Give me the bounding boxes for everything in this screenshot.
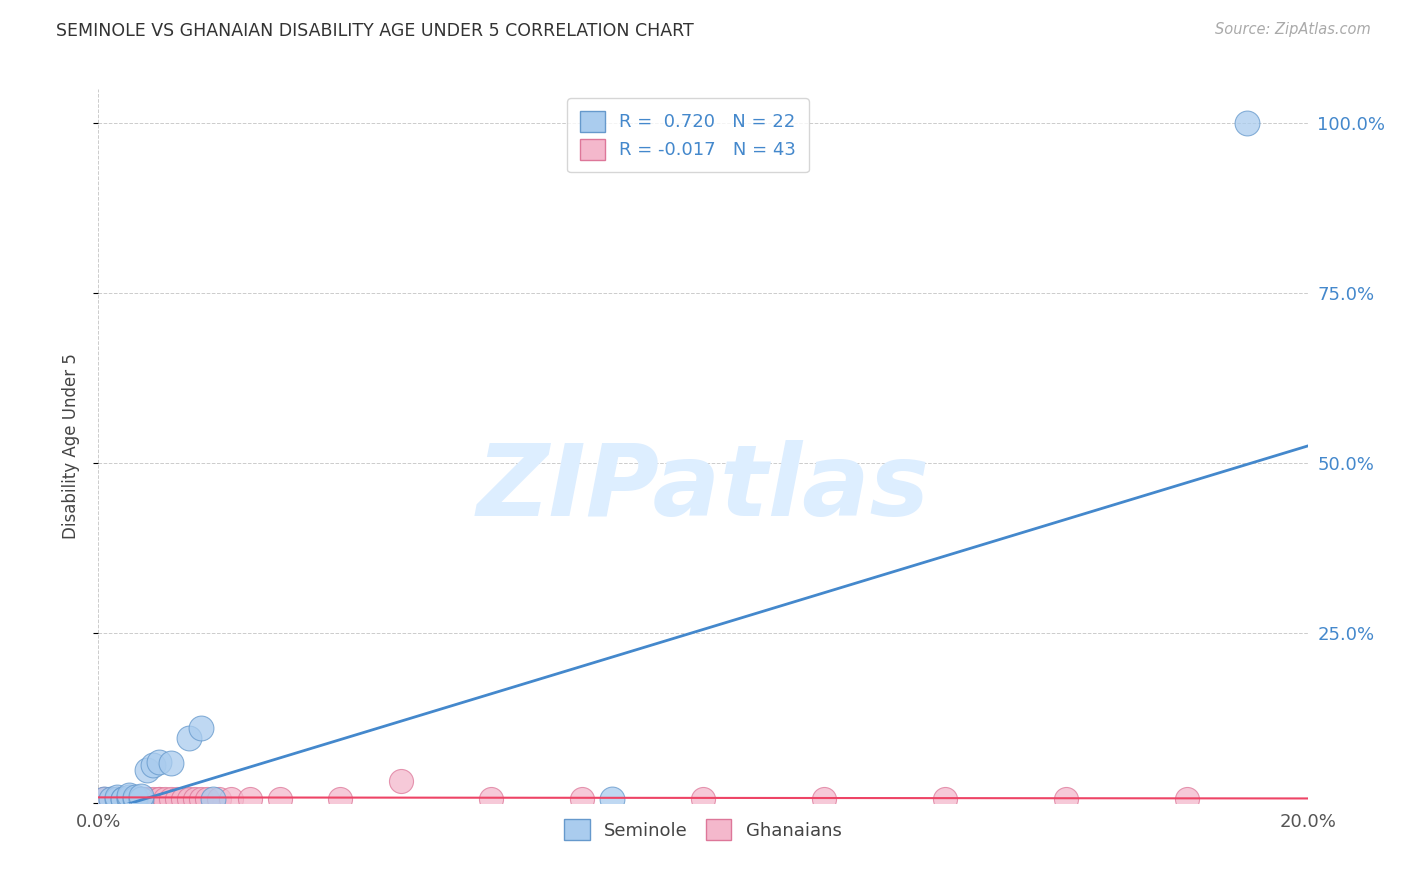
Point xyxy=(813,792,835,806)
Point xyxy=(142,758,165,772)
Point xyxy=(118,790,141,805)
Point xyxy=(111,792,134,806)
Point xyxy=(481,792,503,806)
Point xyxy=(172,792,194,806)
Point xyxy=(179,792,201,806)
Point xyxy=(93,792,115,806)
Point xyxy=(118,788,141,802)
Point xyxy=(105,792,128,806)
Point xyxy=(105,792,128,806)
Point xyxy=(148,755,170,769)
Point xyxy=(269,792,291,806)
Point xyxy=(135,763,157,777)
Point xyxy=(934,792,956,806)
Point xyxy=(135,792,157,806)
Point xyxy=(118,792,141,806)
Text: SEMINOLE VS GHANAIAN DISABILITY AGE UNDER 5 CORRELATION CHART: SEMINOLE VS GHANAIAN DISABILITY AGE UNDE… xyxy=(56,22,695,40)
Point xyxy=(202,792,225,806)
Point xyxy=(1054,792,1077,806)
Point xyxy=(692,792,714,806)
Point xyxy=(221,792,243,806)
Point xyxy=(160,756,183,771)
Point xyxy=(105,790,128,805)
Point xyxy=(118,792,141,806)
Point xyxy=(179,731,201,746)
Point xyxy=(129,791,152,805)
Point xyxy=(129,789,152,803)
Point xyxy=(142,792,165,806)
Point xyxy=(135,792,157,806)
Point xyxy=(602,792,624,806)
Legend: Seminole, Ghanaians: Seminole, Ghanaians xyxy=(557,812,849,847)
Point xyxy=(111,792,134,806)
Point xyxy=(105,792,128,806)
Point xyxy=(118,792,141,806)
Point xyxy=(100,792,122,806)
Point xyxy=(329,792,352,806)
Point xyxy=(166,792,188,806)
Point xyxy=(190,792,212,806)
Point xyxy=(111,791,134,805)
Text: ZIPatlas: ZIPatlas xyxy=(477,441,929,537)
Point xyxy=(195,792,218,806)
Point xyxy=(184,792,207,806)
Point xyxy=(1236,116,1258,130)
Point xyxy=(124,792,146,806)
Point xyxy=(124,790,146,805)
Point xyxy=(148,792,170,806)
Point xyxy=(160,792,183,806)
Point xyxy=(153,792,176,806)
Point xyxy=(148,792,170,806)
Point xyxy=(389,774,412,789)
Point xyxy=(118,792,141,806)
Point xyxy=(100,792,122,806)
Y-axis label: Disability Age Under 5: Disability Age Under 5 xyxy=(62,353,80,539)
Point xyxy=(100,792,122,806)
Text: Source: ZipAtlas.com: Source: ZipAtlas.com xyxy=(1215,22,1371,37)
Point xyxy=(190,721,212,735)
Point xyxy=(111,792,134,806)
Point xyxy=(124,792,146,806)
Point xyxy=(124,792,146,806)
Point xyxy=(93,792,115,806)
Point xyxy=(1175,792,1198,806)
Point xyxy=(571,792,593,806)
Point xyxy=(93,792,115,806)
Point xyxy=(105,792,128,806)
Point xyxy=(129,792,152,806)
Point xyxy=(129,792,152,806)
Point xyxy=(239,792,262,806)
Point xyxy=(111,792,134,806)
Point xyxy=(208,792,231,806)
